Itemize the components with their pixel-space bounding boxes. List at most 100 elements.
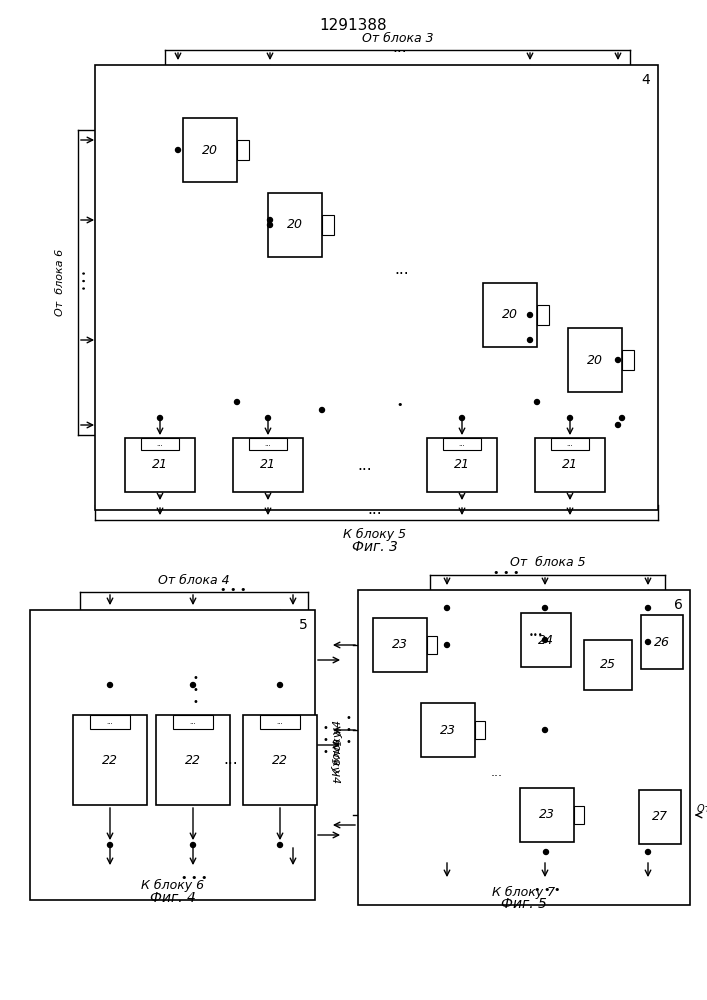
Text: От  блока 5: От блока 5: [510, 556, 585, 570]
Circle shape: [616, 422, 621, 428]
Circle shape: [645, 640, 650, 645]
Circle shape: [445, 605, 450, 610]
Text: 26: 26: [654, 636, 670, 648]
Text: 4: 4: [642, 73, 650, 87]
Circle shape: [107, 842, 112, 848]
Bar: [95, 65, 658, 510]
Circle shape: [235, 399, 240, 404]
Text: 23: 23: [392, 639, 408, 652]
Circle shape: [278, 682, 283, 688]
Text: •
•
•: • • •: [192, 673, 198, 707]
Text: 24: 24: [538, 634, 554, 647]
Circle shape: [158, 416, 163, 420]
Bar: [125, 438, 195, 492]
Text: ...: ...: [157, 441, 163, 447]
Bar: [574, 806, 584, 824]
Text: • • •: • • •: [81, 270, 90, 290]
Text: 27: 27: [652, 810, 668, 824]
Bar: [260, 715, 300, 729]
Bar: [475, 721, 485, 739]
Text: 20: 20: [587, 354, 603, 366]
Bar: [73, 715, 147, 805]
Text: 20: 20: [287, 219, 303, 232]
Text: 22: 22: [185, 754, 201, 766]
Circle shape: [542, 605, 547, 610]
Text: ...: ...: [276, 719, 284, 725]
Circle shape: [534, 399, 539, 404]
Bar: [427, 636, 437, 654]
Bar: [373, 618, 427, 672]
Circle shape: [460, 416, 464, 420]
Text: От блока
1: От блока 1: [697, 804, 707, 826]
Circle shape: [267, 223, 272, 228]
Bar: [521, 613, 571, 667]
Bar: [421, 703, 475, 757]
Text: 22: 22: [272, 754, 288, 766]
Text: К блоку 5: К блоку 5: [344, 527, 407, 541]
Bar: [483, 283, 537, 347]
Circle shape: [645, 850, 650, 854]
Text: Фиг. 4: Фиг. 4: [150, 891, 195, 905]
Text: 21: 21: [454, 458, 470, 472]
Bar: [233, 438, 303, 492]
Text: ...: ...: [491, 766, 503, 780]
Circle shape: [527, 312, 532, 318]
Text: •
•
•: • • •: [322, 723, 328, 757]
Circle shape: [527, 338, 532, 342]
Circle shape: [190, 682, 196, 688]
Text: К блоку 6: К блоку 6: [141, 878, 204, 892]
Circle shape: [175, 147, 180, 152]
Text: • • •: • • •: [534, 885, 561, 895]
Bar: [156, 715, 230, 805]
Text: 23: 23: [440, 724, 456, 736]
Text: • • •: • • •: [181, 873, 207, 883]
Text: 22: 22: [102, 754, 118, 766]
Text: •: •: [397, 400, 403, 410]
Text: ...: ...: [264, 441, 271, 447]
Text: 6: 6: [674, 598, 682, 612]
Bar: [568, 328, 622, 392]
Text: ...: ...: [395, 262, 409, 277]
Text: От блока 3: От блока 3: [362, 31, 433, 44]
Bar: [639, 790, 681, 844]
Circle shape: [645, 605, 650, 610]
Text: ...: ...: [368, 502, 382, 518]
Bar: [90, 715, 130, 729]
Bar: [551, 438, 589, 450]
Text: ...: ...: [392, 40, 407, 55]
Text: 21: 21: [152, 458, 168, 472]
Text: Фиг. 3: Фиг. 3: [352, 540, 398, 554]
Bar: [427, 438, 497, 492]
Bar: [537, 305, 549, 325]
Text: •••: •••: [529, 631, 543, 640]
Bar: [243, 715, 317, 805]
Text: 1291388: 1291388: [319, 17, 387, 32]
Circle shape: [445, 643, 450, 648]
Bar: [141, 438, 179, 450]
Bar: [535, 438, 605, 492]
Bar: [183, 118, 237, 182]
Circle shape: [278, 842, 283, 848]
Bar: [641, 615, 683, 669]
Text: •
•
•: • • •: [345, 713, 351, 747]
Text: ...: ...: [358, 458, 373, 473]
Bar: [520, 788, 574, 842]
Text: ...: ...: [189, 719, 197, 725]
Text: От  блока 6: От блока 6: [55, 249, 65, 316]
Bar: [443, 438, 481, 450]
Bar: [173, 715, 213, 729]
Circle shape: [568, 416, 573, 420]
Circle shape: [542, 728, 547, 732]
Circle shape: [267, 218, 272, 223]
Circle shape: [320, 408, 325, 412]
Text: К блоку 4: К блоку 4: [330, 727, 340, 783]
Bar: [622, 350, 634, 370]
Text: 21: 21: [260, 458, 276, 472]
Text: К блоку 7: К блоку 7: [493, 885, 556, 899]
Text: • • •: • • •: [220, 585, 246, 595]
Bar: [322, 215, 334, 235]
Text: 20: 20: [502, 308, 518, 322]
Circle shape: [107, 682, 112, 688]
Bar: [249, 438, 287, 450]
Text: К блоку 4: К блоку 4: [333, 720, 343, 776]
